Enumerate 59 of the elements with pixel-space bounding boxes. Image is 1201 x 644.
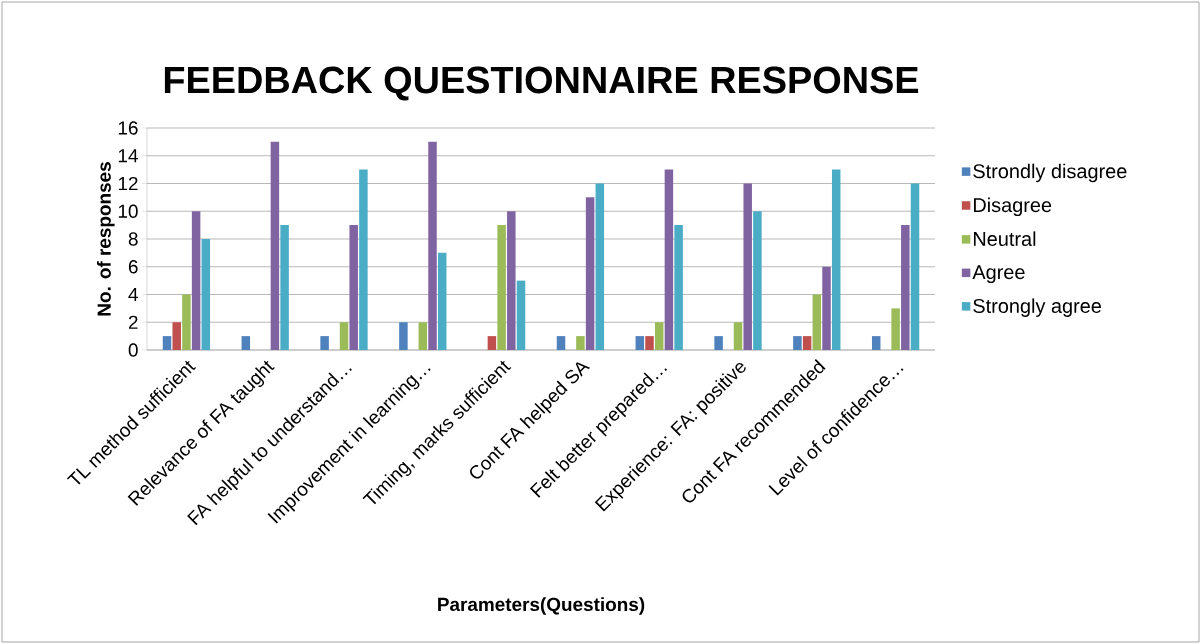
y-tick-label: 10 xyxy=(118,204,138,218)
y-axis-title: No. of responses xyxy=(96,162,115,316)
bar xyxy=(733,322,743,350)
bar xyxy=(793,336,802,350)
bar xyxy=(280,225,289,350)
legend-label: Strondly disagree xyxy=(973,163,1127,183)
legend-label: Agree xyxy=(972,265,1025,284)
bar xyxy=(714,336,723,350)
bar xyxy=(201,238,211,350)
chart-title: FEEDBACK QUESTIONNAIRE RESPONSE xyxy=(164,66,919,101)
y-tick-label: 8 xyxy=(128,232,138,246)
bar xyxy=(812,294,822,350)
bar xyxy=(645,336,654,350)
bar xyxy=(437,252,447,350)
bar xyxy=(349,225,358,350)
bar xyxy=(753,211,762,350)
y-tick-label: 6 xyxy=(128,260,138,274)
bar xyxy=(320,336,329,350)
bar xyxy=(270,141,280,350)
bar xyxy=(497,225,506,350)
bar xyxy=(241,336,251,350)
y-tick-label: 14 xyxy=(118,149,138,163)
bar xyxy=(428,141,437,350)
bar xyxy=(674,225,683,350)
bar xyxy=(507,211,516,350)
bar xyxy=(556,336,566,350)
y-tick-label: 12 xyxy=(118,176,138,191)
y-tick-label: 2 xyxy=(128,315,138,329)
bar xyxy=(585,197,595,350)
legend-label: Neutral xyxy=(973,231,1036,247)
bar xyxy=(822,266,831,350)
bar xyxy=(516,280,526,350)
bar xyxy=(418,322,428,350)
bar xyxy=(595,183,605,350)
bar xyxy=(172,322,181,350)
y-tick-label: 16 xyxy=(118,121,138,135)
legend-label: Strongly agree xyxy=(973,298,1101,317)
bar xyxy=(576,336,585,350)
x-axis-title: Parameters(Questions) xyxy=(438,597,645,615)
bar xyxy=(802,336,812,350)
bar xyxy=(635,336,645,350)
y-tick-label: 4 xyxy=(128,287,138,301)
legend-label: Disagree xyxy=(973,197,1052,217)
bar xyxy=(487,336,497,350)
bar xyxy=(654,322,664,350)
bar xyxy=(191,211,201,350)
bar xyxy=(831,169,841,350)
bar xyxy=(910,183,920,350)
bar xyxy=(182,294,191,350)
bar xyxy=(664,169,674,350)
bar xyxy=(359,169,368,350)
bar xyxy=(743,183,752,350)
bar xyxy=(399,322,408,350)
bar xyxy=(339,322,349,350)
bar xyxy=(871,336,881,350)
bar xyxy=(162,336,172,350)
y-tick-label: 0 xyxy=(128,343,138,357)
bar xyxy=(901,225,910,350)
bar xyxy=(891,308,900,350)
